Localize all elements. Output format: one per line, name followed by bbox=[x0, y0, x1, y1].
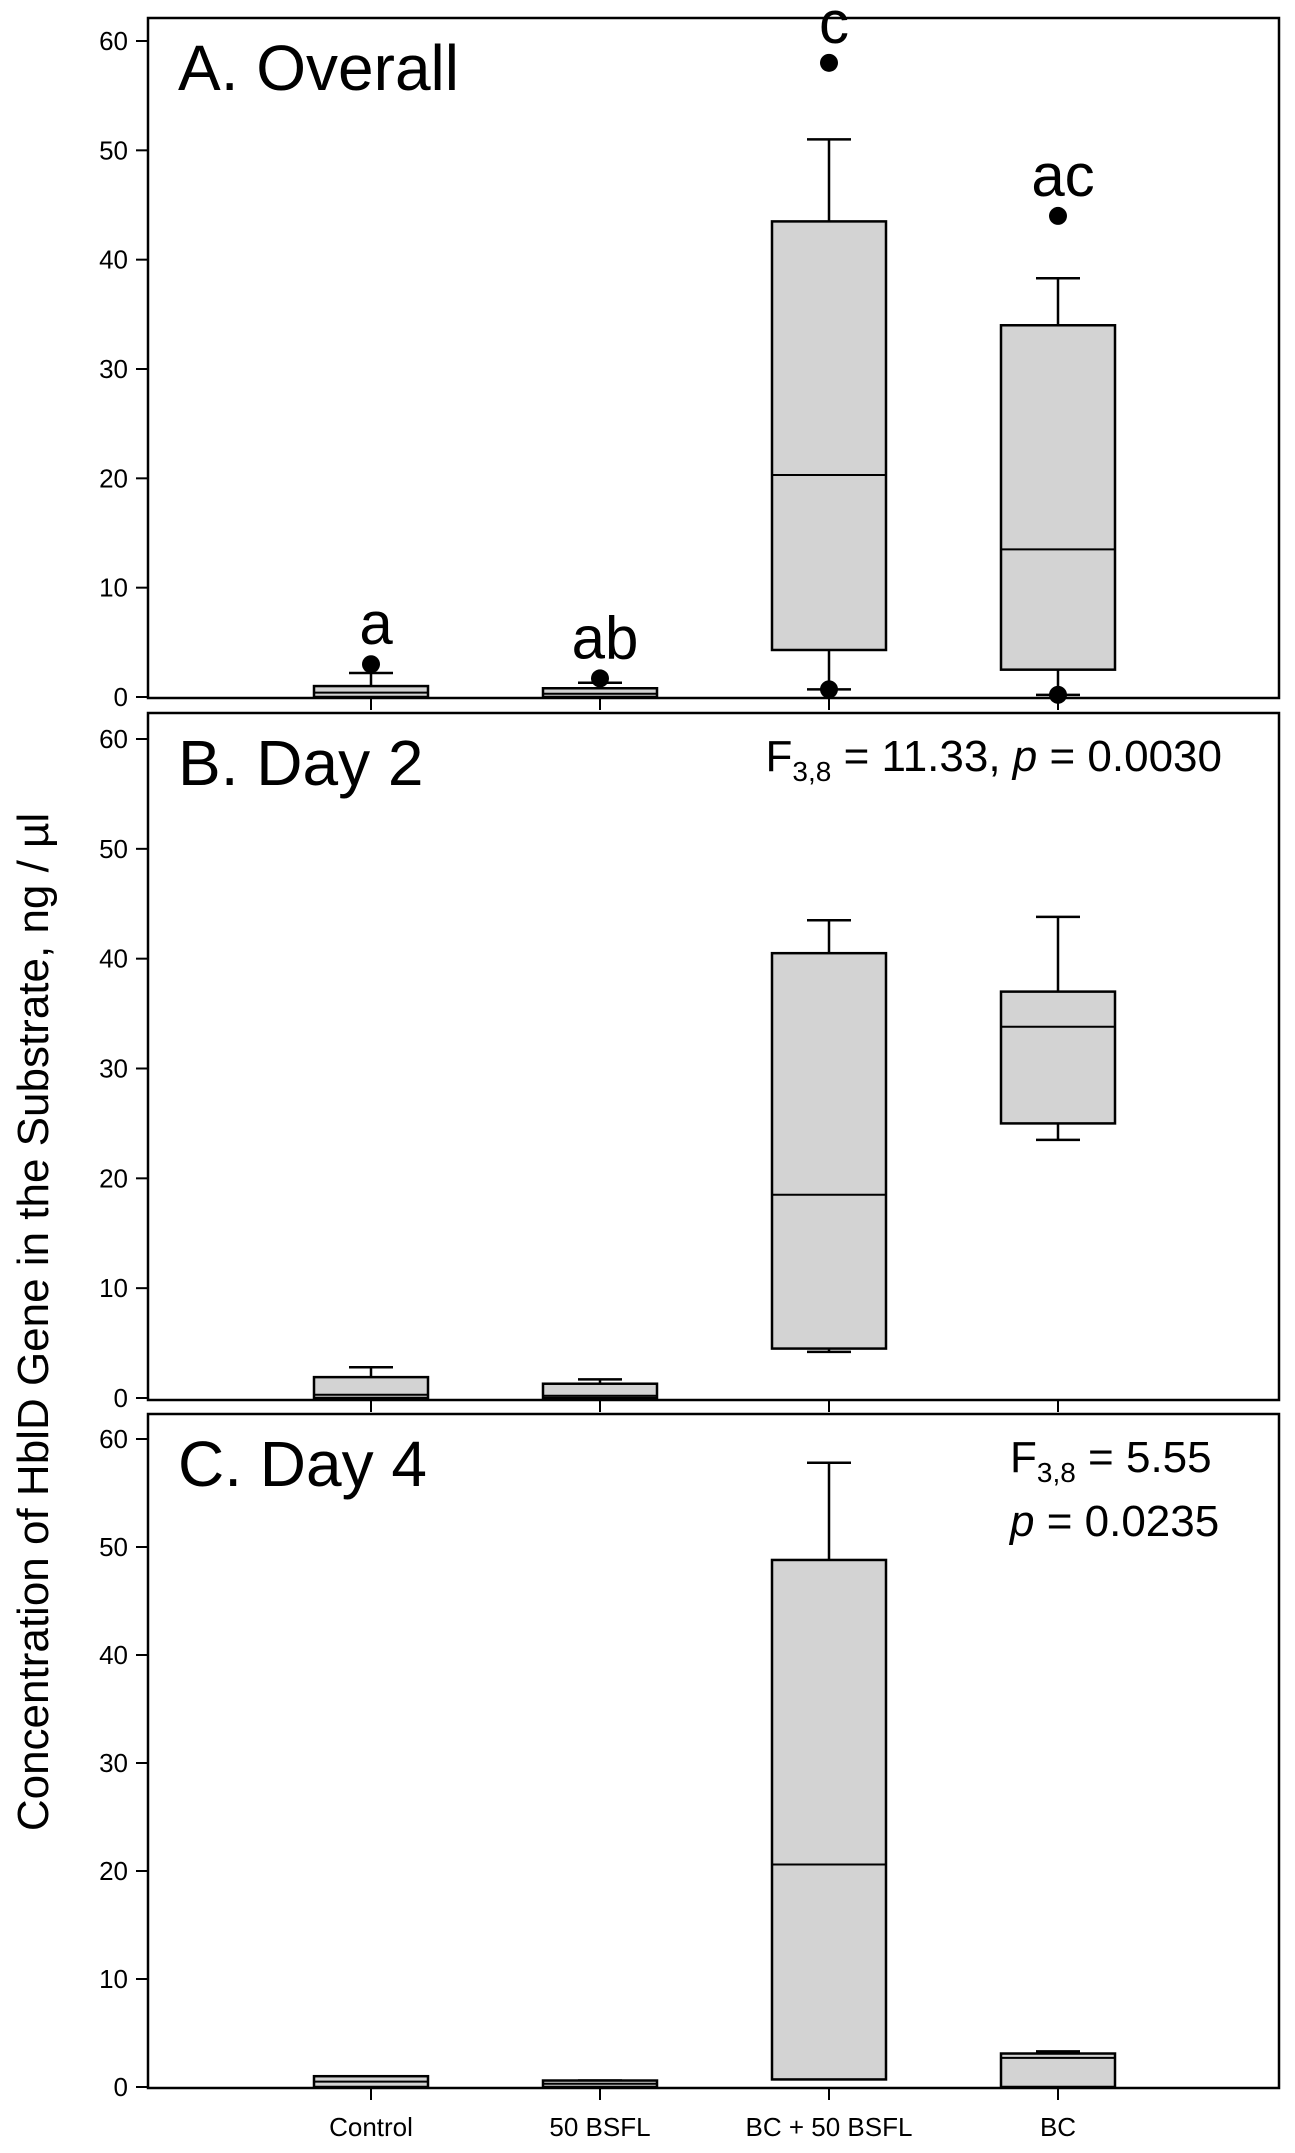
category-label: 50 BSFL bbox=[549, 2112, 650, 2142]
box-4 bbox=[999, 915, 1117, 1142]
box-iqr bbox=[999, 324, 1117, 671]
plot-frame bbox=[146, 711, 1281, 1402]
y-tick-label: 10 bbox=[99, 1273, 128, 1303]
panel-1: 0 10 20 30 40 50 60 A. Overall a ab c ac bbox=[99, 0, 1281, 712]
significance-letter: ab bbox=[572, 604, 639, 671]
significance-letter: a bbox=[359, 590, 393, 657]
outlier-point bbox=[362, 655, 380, 674]
panel-3: 0 10 20 30 40 50 60 C. Day 4 F3,8 = 5.55 p = 0.02… bbox=[99, 1412, 1281, 2102]
outlier-point bbox=[591, 669, 609, 688]
plot-frame bbox=[146, 1412, 1281, 2090]
y-tick-label: 30 bbox=[99, 354, 128, 384]
box-iqr bbox=[541, 687, 659, 699]
box-iqr bbox=[770, 220, 888, 652]
panel-title: C. Day 4 bbox=[178, 1428, 427, 1500]
plot-frame bbox=[146, 16, 1281, 700]
category-label: BC + 50 BSFL bbox=[746, 2112, 913, 2142]
stat-text: F3,8 = 11.33, p = 0.0030 bbox=[766, 732, 1222, 787]
outlier-point bbox=[820, 680, 838, 699]
stat-text: p = 0.0235 bbox=[1008, 1497, 1219, 1546]
y-tick-label: 0 bbox=[114, 682, 128, 712]
box-2: ab bbox=[541, 604, 659, 699]
box-2 bbox=[541, 1378, 659, 1400]
category-label: Control bbox=[329, 2112, 413, 2142]
box-iqr bbox=[541, 1382, 659, 1400]
y-tick-label: 20 bbox=[99, 1856, 128, 1886]
significance-letter: ac bbox=[1031, 142, 1094, 209]
box-3 bbox=[770, 918, 888, 1354]
box-iqr bbox=[312, 684, 430, 699]
y-tick-label: 50 bbox=[99, 834, 128, 864]
stat-text: F3,8 = 5.55 bbox=[1010, 1433, 1212, 1488]
y-tick-label: 50 bbox=[99, 135, 128, 165]
y-tick-label: 40 bbox=[99, 1640, 128, 1670]
y-axis-label: Concentration of HblD Gene in the Substr… bbox=[9, 813, 58, 1831]
panel-2: 0 10 20 30 40 50 60 B. Day 2 F3,8 = 11.33, p = 0… bbox=[99, 711, 1281, 1413]
box-1 bbox=[312, 1365, 430, 1400]
outlier-point bbox=[1049, 206, 1067, 225]
box-3: c bbox=[770, 0, 888, 699]
box-iqr bbox=[770, 1558, 888, 2081]
y-tick-label: 30 bbox=[99, 1748, 128, 1778]
box-iqr bbox=[312, 1375, 430, 1400]
box-1 bbox=[312, 2074, 430, 2089]
y-tick-label: 40 bbox=[99, 944, 128, 974]
y-tick-label: 60 bbox=[99, 1424, 128, 1454]
box-iqr bbox=[770, 951, 888, 1350]
y-tick-label: 20 bbox=[99, 463, 128, 493]
y-tick-label: 60 bbox=[99, 26, 128, 56]
box-4 bbox=[999, 2050, 1117, 2089]
y-tick-label: 0 bbox=[114, 1383, 128, 1413]
outlier-point bbox=[820, 53, 838, 72]
y-tick-label: 40 bbox=[99, 245, 128, 275]
box-iqr bbox=[999, 990, 1117, 1125]
significance-letter: c bbox=[819, 0, 849, 56]
panel-title: B. Day 2 bbox=[178, 727, 423, 799]
category-label: BC bbox=[1040, 2112, 1076, 2142]
box-4: ac bbox=[999, 142, 1117, 704]
y-tick-label: 60 bbox=[99, 724, 128, 754]
box-1: a bbox=[312, 590, 430, 699]
y-tick-label: 0 bbox=[114, 2072, 128, 2102]
y-tick-label: 20 bbox=[99, 1163, 128, 1193]
box-2 bbox=[541, 2079, 659, 2089]
y-tick-label: 10 bbox=[99, 573, 128, 603]
box-iqr bbox=[999, 2052, 1117, 2089]
y-tick-label: 50 bbox=[99, 1532, 128, 1562]
box-3 bbox=[770, 1461, 888, 2081]
y-tick-label: 10 bbox=[99, 1964, 128, 1994]
y-tick-label: 30 bbox=[99, 1054, 128, 1084]
outlier-point bbox=[1049, 685, 1067, 704]
panel-title: A. Overall bbox=[178, 32, 459, 104]
